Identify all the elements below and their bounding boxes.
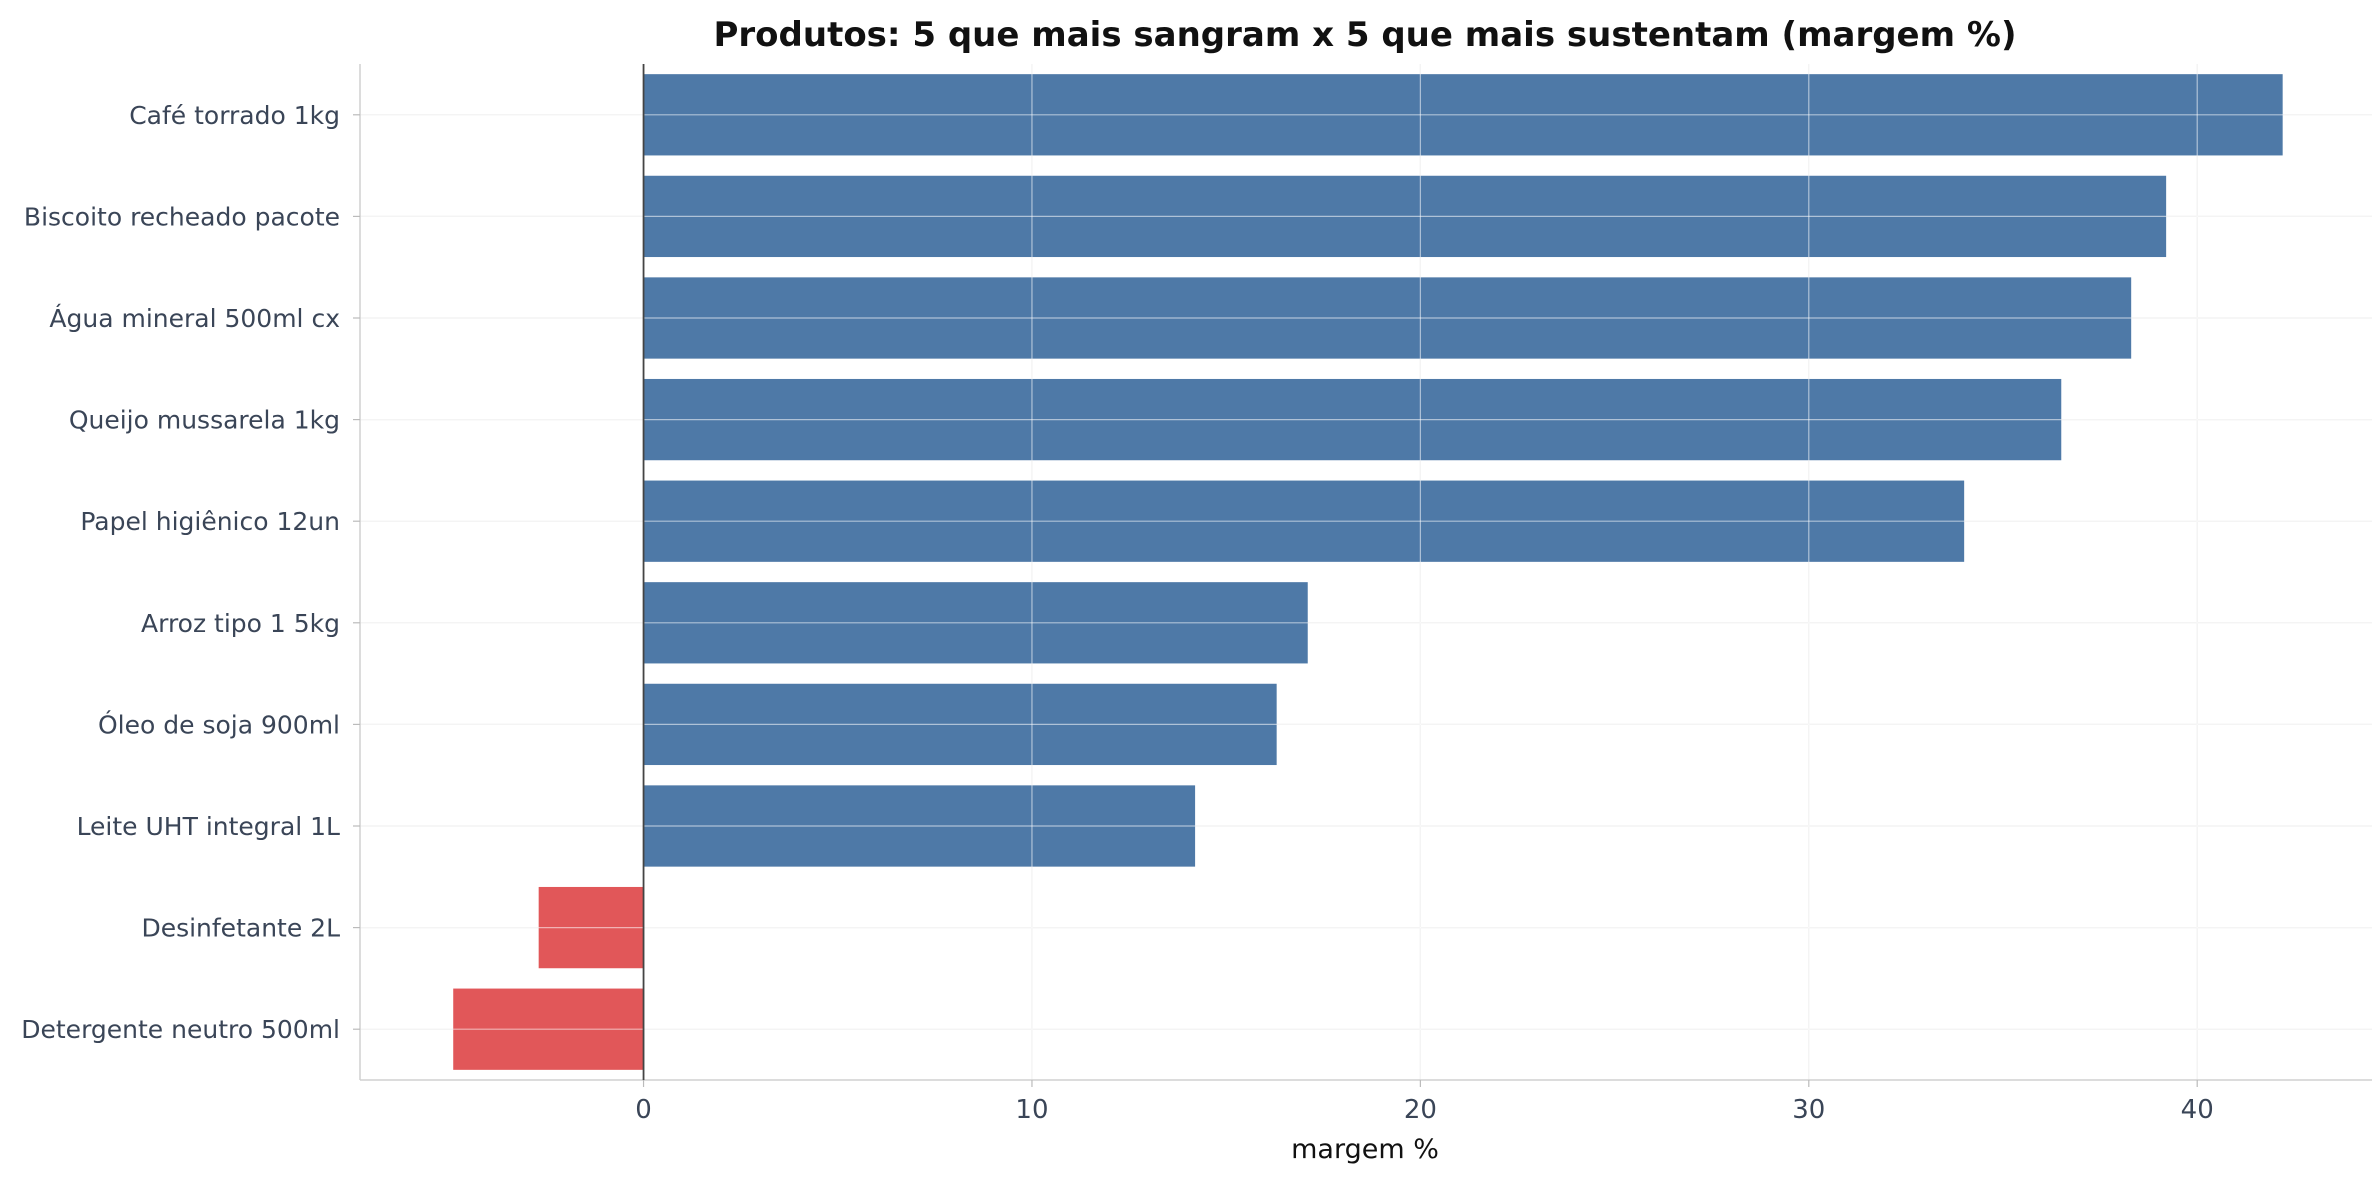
x-axis-label: margem % — [1291, 1134, 1439, 1165]
bar-layer — [453, 74, 2283, 1070]
x-tick-label: 10 — [1015, 1095, 1048, 1125]
y-tick-label: Arroz tipo 1 5kg — [141, 609, 340, 638]
x-tick-label: 20 — [1404, 1095, 1437, 1125]
y-tick-label: Óleo de soja 900ml — [98, 709, 340, 739]
grid-overlay-layer — [360, 64, 2372, 1080]
y-tick-label: Leite UHT integral 1L — [77, 812, 340, 841]
y-tick-label: Água mineral 500ml cx — [49, 304, 340, 333]
y-tick-label: Desinfetante 2L — [141, 914, 340, 943]
y-tick-label: Papel higiênico 12un — [80, 507, 340, 536]
axis-layer: Café torrado 1kg Biscoito recheado pacote… — [21, 64, 2372, 1125]
x-tick-label: 30 — [1792, 1095, 1825, 1125]
y-tick-label: Detergente neutro 500ml — [21, 1015, 340, 1044]
chart-title: Produtos: 5 que mais sangram x 5 que mai… — [713, 15, 2016, 55]
y-tick-label: Café torrado 1kg — [129, 101, 340, 130]
y-tick-label: Biscoito recheado pacote — [24, 202, 340, 231]
y-tick-label: Queijo mussarela 1kg — [69, 406, 340, 435]
x-tick-label: 0 — [635, 1095, 652, 1125]
x-tick-label: 40 — [2181, 1095, 2214, 1125]
